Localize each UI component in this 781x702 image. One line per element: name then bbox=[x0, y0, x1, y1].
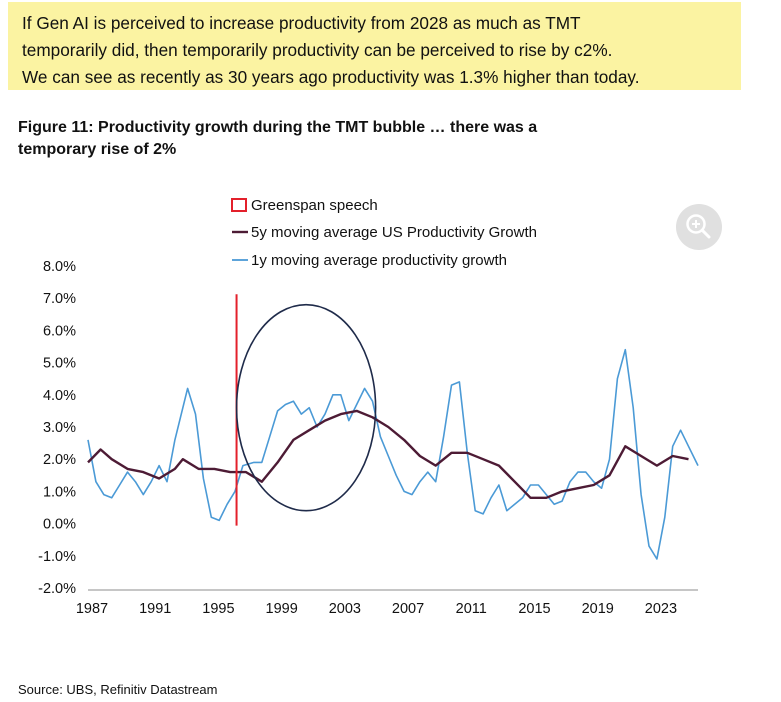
figure-title-line-2: temporary rise of 2% bbox=[18, 141, 177, 158]
callout-line-3: We can see as recently as 30 years ago p… bbox=[22, 67, 640, 87]
legend-swatch-greenspan bbox=[231, 198, 247, 212]
x-tick-label: 2003 bbox=[329, 601, 361, 617]
y-tick-label: 6.0% bbox=[43, 323, 76, 339]
y-tick-label: 1.0% bbox=[43, 484, 76, 500]
callout-line-2: temporarily did, then temporarily produc… bbox=[22, 40, 613, 60]
x-tick-label: 2023 bbox=[645, 601, 677, 617]
legend-label-greenspan: Greenspan speech bbox=[251, 197, 378, 214]
y-tick-label: 8.0% bbox=[43, 259, 76, 275]
callout-box: If Gen AI is perceived to increase produ… bbox=[8, 2, 741, 90]
x-tick-label: 1991 bbox=[139, 601, 171, 617]
y-tick-label: -1.0% bbox=[38, 549, 76, 565]
figure-title-line-1: Figure 11: Productivity growth during th… bbox=[18, 119, 538, 136]
figure-title: Figure 11: Productivity growth during th… bbox=[18, 117, 537, 161]
x-tick-label: 1995 bbox=[202, 601, 234, 617]
y-tick-label: 4.0% bbox=[43, 388, 76, 404]
x-tick-label: 2019 bbox=[582, 601, 614, 617]
series-line-1y-average bbox=[87, 348, 699, 560]
y-tick-label: 2.0% bbox=[43, 452, 76, 468]
x-tick-label: 1999 bbox=[266, 601, 298, 617]
series-line-5y-average bbox=[87, 409, 689, 499]
y-tick-label: 7.0% bbox=[43, 291, 76, 307]
x-tick-label: 2015 bbox=[518, 601, 550, 617]
x-tick-label: 2011 bbox=[456, 601, 487, 617]
x-tick-label: 2007 bbox=[392, 601, 424, 617]
y-tick-label: 3.0% bbox=[43, 420, 76, 436]
legend-label-5y: 5y moving average US Productivity Growth bbox=[251, 224, 537, 241]
highlight-ellipse bbox=[235, 303, 377, 512]
legend-label-1y: 1y moving average productivity growth bbox=[251, 252, 507, 269]
source-note: Source: UBS, Refinitiv Datastream bbox=[18, 682, 218, 697]
zoom-button[interactable] bbox=[676, 204, 722, 250]
callout-line-1: If Gen AI is perceived to increase produ… bbox=[22, 13, 581, 33]
y-tick-label: 0.0% bbox=[43, 517, 76, 533]
x-tick-label: 1987 bbox=[76, 601, 108, 617]
zoom-in-icon bbox=[686, 214, 711, 239]
y-tick-label: 5.0% bbox=[43, 356, 76, 372]
y-tick-label: -2.0% bbox=[38, 581, 76, 597]
